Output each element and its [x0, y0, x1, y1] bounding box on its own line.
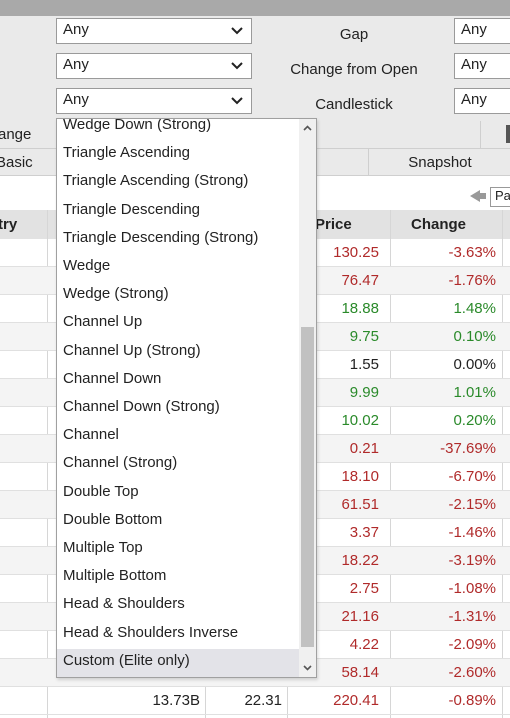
- scroll-down-icon[interactable]: [302, 662, 313, 673]
- header-change[interactable]: Change: [411, 216, 467, 233]
- cell-change: -0.89%: [448, 692, 496, 709]
- select-value: Any: [63, 56, 89, 73]
- range-label: ange: [0, 126, 32, 143]
- header-price[interactable]: Price: [315, 216, 352, 233]
- dropdown-option[interactable]: Head & Shoulders: [63, 595, 185, 613]
- cell-change: -1.76%: [448, 272, 496, 289]
- column-divider: [502, 210, 503, 718]
- arrow-left-tail: [478, 193, 486, 199]
- table-row[interactable]: 13.73B 22.31 220.41 -0.89%: [0, 687, 510, 715]
- dropdown-option[interactable]: Wedge: [63, 257, 111, 274]
- range-button[interactable]: [506, 125, 510, 143]
- tab-snapshot[interactable]: Snapshot: [368, 149, 510, 176]
- cell-price: 130.25: [333, 244, 379, 261]
- dropdown-option[interactable]: Wedge (Strong): [63, 285, 169, 303]
- filter-row-gap: Any Gap Any: [0, 18, 510, 53]
- cell-change: -1.46%: [448, 524, 496, 541]
- dropdown-option[interactable]: Multiple Top: [63, 539, 143, 556]
- top-bar: [0, 0, 510, 16]
- dropdown-option[interactable]: Double Top: [63, 482, 139, 500]
- dropdown-option[interactable]: Channel (Strong): [63, 454, 178, 472]
- dropdown-option[interactable]: Channel Up: [63, 313, 143, 331]
- dropdown-option[interactable]: Triangle Descending (Strong): [63, 228, 259, 246]
- cell-change: -3.19%: [448, 552, 496, 569]
- filter-select-left-1[interactable]: Any: [56, 18, 252, 44]
- cell-price: 18.88: [341, 300, 379, 317]
- tab-basic[interactable]: Basic: [0, 154, 33, 171]
- range-button-box: [480, 121, 510, 148]
- cell-change: 1.01%: [453, 384, 496, 401]
- cell-price: 2.75: [349, 580, 379, 597]
- select-value: Any: [461, 56, 487, 73]
- filter-label-change-from-open: Change from Open: [290, 61, 418, 78]
- cell-price: 220.41: [333, 692, 379, 709]
- cell-change: 1.48%: [453, 300, 496, 317]
- cell-price: 21.16: [341, 608, 379, 625]
- dropdown-option[interactable]: Wedge Down (Strong): [63, 118, 212, 133]
- cell-pe: 22.31: [244, 692, 282, 709]
- dropdown-scrollbar[interactable]: [299, 119, 316, 677]
- filter-select-left-2[interactable]: Any: [56, 53, 252, 79]
- cell-price: 18.22: [341, 552, 379, 569]
- column-divider: [47, 210, 48, 718]
- chevron-down-icon: [231, 27, 243, 35]
- cell-price: 9.99: [349, 384, 379, 401]
- filter-panel: Any Gap Any Any Change from Open Any Any…: [0, 16, 510, 121]
- cell-market-cap: 13.73B: [152, 692, 200, 709]
- select-value: Any: [63, 91, 89, 108]
- dropdown-option[interactable]: Channel Down (Strong): [63, 398, 220, 415]
- cell-change: 0.20%: [453, 412, 496, 429]
- cell-price: 76.47: [341, 272, 379, 289]
- cell-price: 61.51: [341, 496, 379, 513]
- dropdown-option[interactable]: Channel Up (Strong): [63, 341, 201, 359]
- cell-change: 0.00%: [453, 356, 496, 373]
- filter-select-pattern[interactable]: Any: [56, 88, 252, 114]
- dropdown-scroll-thumb[interactable]: [301, 327, 314, 647]
- pattern-dropdown-list[interactable]: Wedge Down (Strong) Triangle Ascending Tri…: [56, 118, 317, 678]
- dropdown-option[interactable]: Channel Down: [63, 369, 162, 387]
- header-country[interactable]: try: [0, 216, 18, 233]
- filter-row-change-from-open: Any Change from Open Any: [0, 53, 510, 88]
- filter-label-candlestick: Candlestick: [315, 96, 393, 113]
- cell-price: 9.75: [349, 328, 379, 345]
- dropdown-option[interactable]: Multiple Bottom: [63, 567, 167, 585]
- cell-change: -37.69%: [440, 440, 496, 457]
- cell-change: -2.60%: [448, 664, 496, 681]
- chevron-down-icon: [231, 97, 243, 105]
- cell-change: -2.15%: [448, 496, 496, 513]
- select-value: Any: [63, 21, 89, 38]
- cell-change: -6.70%: [448, 468, 496, 485]
- filter-row-candlestick: Any Candlestick Any: [0, 88, 510, 123]
- cell-price: 1.55: [349, 356, 379, 373]
- dropdown-option[interactable]: Triangle Descending: [63, 200, 201, 218]
- cell-price: 0.21: [349, 440, 379, 457]
- select-value: Any: [461, 91, 487, 108]
- page-select[interactable]: Pa: [490, 187, 510, 207]
- cell-price: 58.14: [341, 664, 379, 681]
- chevron-down-icon: [231, 62, 243, 70]
- dropdown-option[interactable]: Custom (Elite only): [57, 648, 300, 677]
- scroll-up-icon[interactable]: [302, 123, 313, 134]
- filter-select-change-from-open[interactable]: Any: [454, 53, 510, 79]
- dropdown-option[interactable]: Head & Shoulders Inverse: [63, 623, 239, 641]
- cell-change: -1.08%: [448, 580, 496, 597]
- filter-select-candlestick[interactable]: Any: [454, 88, 510, 114]
- cell-price: 3.37: [349, 524, 379, 541]
- cell-change: 0.10%: [453, 328, 496, 345]
- select-value: Any: [461, 21, 487, 38]
- cell-change: -3.63%: [448, 244, 496, 261]
- filter-label-gap: Gap: [339, 26, 369, 43]
- cell-price: 4.22: [349, 636, 379, 653]
- cell-change: -1.31%: [448, 608, 496, 625]
- cell-change: -2.09%: [448, 636, 496, 653]
- cell-price: 18.10: [341, 468, 379, 485]
- dropdown-option[interactable]: Triangle Ascending (Strong): [63, 172, 249, 190]
- dropdown-option[interactable]: Channel: [63, 426, 119, 444]
- filter-select-gap[interactable]: Any: [454, 18, 510, 44]
- dropdown-option[interactable]: Double Bottom: [63, 510, 163, 528]
- cell-price: 10.02: [341, 412, 379, 429]
- dropdown-option[interactable]: Triangle Ascending: [63, 144, 191, 162]
- column-divider: [390, 210, 391, 718]
- arrow-left-icon[interactable]: [470, 190, 480, 202]
